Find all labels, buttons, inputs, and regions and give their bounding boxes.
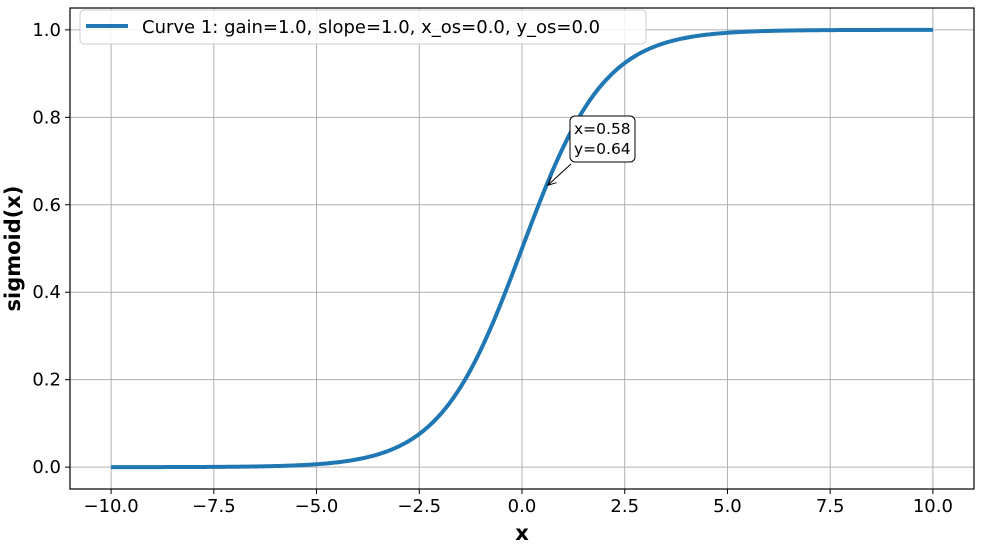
annotation-label: y=0.64 xyxy=(574,140,631,158)
legend: Curve 1: gain=1.0, slope=1.0, x_os=0.0, … xyxy=(80,10,646,44)
x-tick-label: 2.5 xyxy=(610,496,639,517)
y-tick-label: 0.4 xyxy=(32,282,61,303)
x-tick-label: 10.0 xyxy=(913,496,953,517)
x-tick-label: −5.0 xyxy=(295,496,339,517)
x-tick-label: −2.5 xyxy=(397,496,441,517)
x-tick-label: 5.0 xyxy=(713,496,742,517)
x-tick-label: 7.5 xyxy=(816,496,845,517)
y-tick-label: 0.2 xyxy=(32,370,61,391)
y-tick-label: 0.8 xyxy=(32,107,61,128)
ticks: −10.0 −7.5 −5.0 −2.5 0.0 2.5 5.0 7.5 10.0 0.0 0.2 0… xyxy=(32,20,953,517)
y-tick-label: 0.0 xyxy=(32,457,61,478)
legend-label: Curve 1: gain=1.0, slope=1.0, x_os=0.0, … xyxy=(142,17,600,38)
annotation-label: x=0.58 xyxy=(574,120,631,138)
x-axis-title: x xyxy=(515,521,529,545)
x-tick-label: −7.5 xyxy=(192,496,236,517)
y-tick-label: 1.0 xyxy=(32,20,61,41)
y-tick-label: 0.6 xyxy=(32,195,61,216)
y-axis-title: sigmoid(x) xyxy=(1,185,25,311)
x-tick-label: 0.0 xyxy=(508,496,537,517)
x-tick-label: −10.0 xyxy=(84,496,139,517)
